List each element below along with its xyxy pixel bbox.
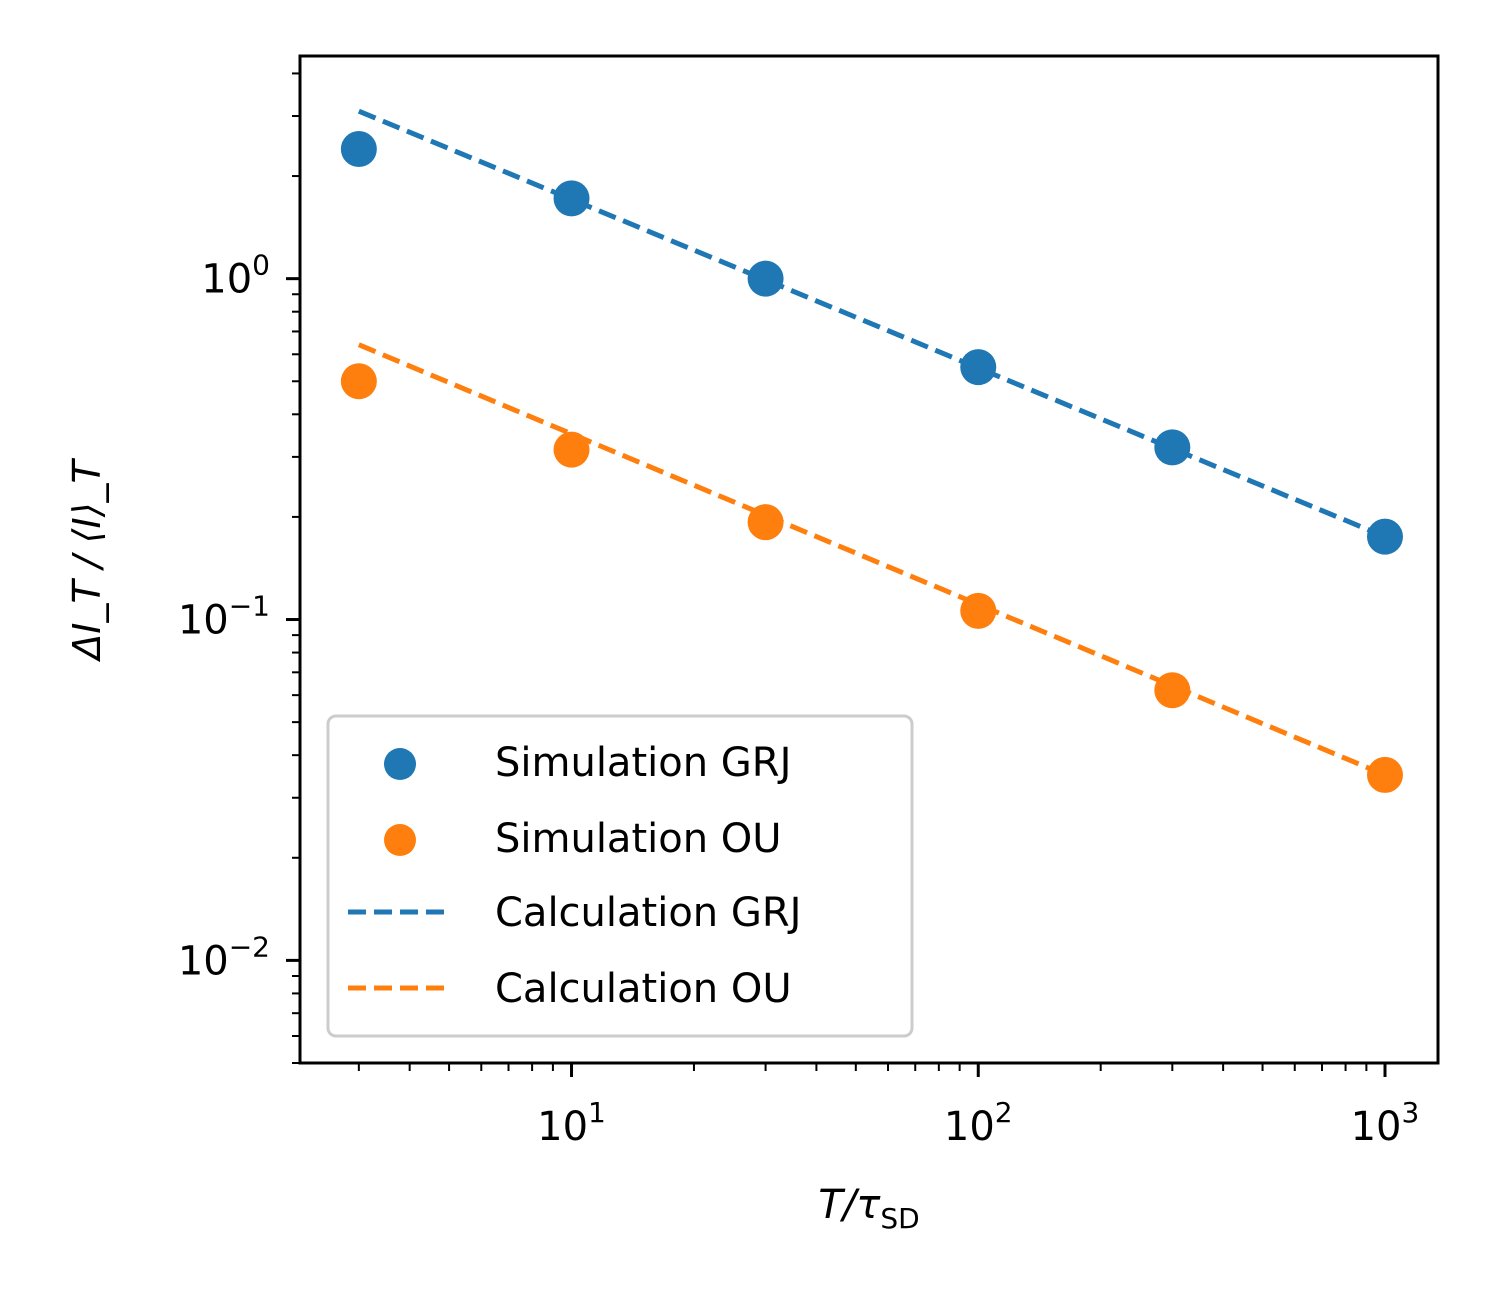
- y-tick-label-exp: −2: [229, 930, 270, 963]
- x-tick-label: 101: [537, 1096, 606, 1150]
- point-simulation-grj-3: [960, 349, 997, 386]
- y-tick-label-exp: 0: [252, 249, 270, 282]
- x-axis-label-main: T/τ: [818, 1182, 881, 1228]
- legend-label-calculation-ou: Calculation OU: [495, 966, 792, 1012]
- point-simulation-ou-5: [1366, 756, 1403, 793]
- x-tick-label-base: 10: [1351, 1104, 1402, 1150]
- x-tick-label: 103: [1351, 1096, 1420, 1150]
- point-simulation-grj-4: [1154, 429, 1191, 466]
- point-simulation-ou-3: [960, 592, 997, 629]
- point-simulation-ou-4: [1154, 672, 1191, 709]
- x-tick-label-exp: 2: [995, 1096, 1013, 1129]
- y-tick-label-base: 10: [178, 938, 229, 984]
- x-axis-label-sub: SD: [880, 1202, 919, 1235]
- legend-marker-simulation-grj: [384, 748, 416, 780]
- line-calculation-grj: [357, 108, 1386, 539]
- point-simulation-ou-0: [340, 363, 377, 400]
- y-axis-label: ΔI_T / ⟨I⟩_T: [65, 457, 109, 662]
- point-simulation-ou-2: [747, 504, 784, 541]
- legend-marker-simulation-ou: [384, 824, 416, 856]
- point-simulation-grj-1: [553, 180, 590, 217]
- x-axis-ticks: 101 102 103: [357, 1063, 1420, 1150]
- y-tick-label-exp: −1: [229, 590, 270, 623]
- legend-label-calculation-grj: Calculation GRJ: [495, 890, 801, 936]
- x-tick-label-exp: 3: [1402, 1096, 1420, 1129]
- series-layer: [340, 108, 1403, 793]
- x-axis-label: T/τSD: [818, 1182, 919, 1235]
- line-calculation-ou: [357, 342, 1386, 778]
- y-tick-label-base: 10: [201, 257, 252, 303]
- legend-frame: [326, 714, 914, 1038]
- legend-label-simulation-ou: Simulation OU: [495, 816, 782, 862]
- x-tick-label-base: 10: [944, 1104, 995, 1150]
- point-simulation-grj-0: [340, 131, 377, 168]
- y-tick-label: 100: [201, 249, 270, 303]
- legend: Simulation GRJ Simulation OU Calculation…: [326, 714, 914, 1038]
- legend-label-simulation-grj: Simulation GRJ: [495, 740, 791, 786]
- point-simulation-ou-1: [553, 431, 590, 468]
- x-tick-label-base: 10: [537, 1104, 588, 1150]
- x-tick-label-exp: 1: [588, 1096, 606, 1129]
- point-simulation-grj-2: [747, 260, 784, 297]
- point-simulation-grj-5: [1366, 518, 1403, 555]
- y-tick-label: 10−2: [178, 930, 270, 984]
- y-tick-label: 10−1: [178, 590, 270, 644]
- plot-frame: [298, 54, 1440, 1065]
- x-tick-label: 102: [944, 1096, 1013, 1150]
- y-tick-label-base: 10: [178, 598, 229, 644]
